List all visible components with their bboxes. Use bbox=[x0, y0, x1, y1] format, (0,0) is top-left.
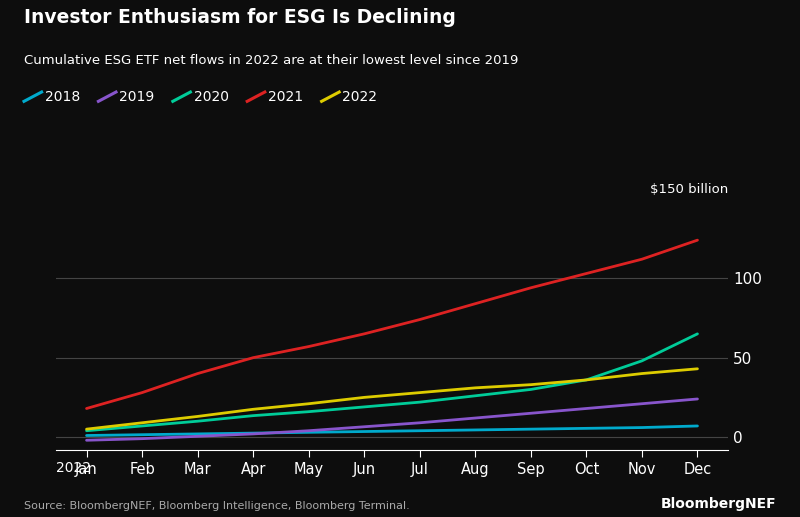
Text: 2022: 2022 bbox=[56, 461, 91, 475]
Text: Investor Enthusiasm for ESG Is Declining: Investor Enthusiasm for ESG Is Declining bbox=[24, 8, 456, 27]
Text: 2022: 2022 bbox=[342, 89, 378, 104]
Text: 2021: 2021 bbox=[268, 89, 303, 104]
Text: Source: BloombergNEF, Bloomberg Intelligence, Bloomberg Terminal.: Source: BloombergNEF, Bloomberg Intellig… bbox=[24, 501, 410, 511]
Text: BloombergNEF: BloombergNEF bbox=[660, 497, 776, 511]
Text: Cumulative ESG ETF net flows in 2022 are at their lowest level since 2019: Cumulative ESG ETF net flows in 2022 are… bbox=[24, 54, 518, 67]
Text: 2018: 2018 bbox=[45, 89, 80, 104]
Text: 2019: 2019 bbox=[119, 89, 154, 104]
Text: $150 billion: $150 billion bbox=[650, 183, 728, 196]
Text: 2020: 2020 bbox=[194, 89, 229, 104]
